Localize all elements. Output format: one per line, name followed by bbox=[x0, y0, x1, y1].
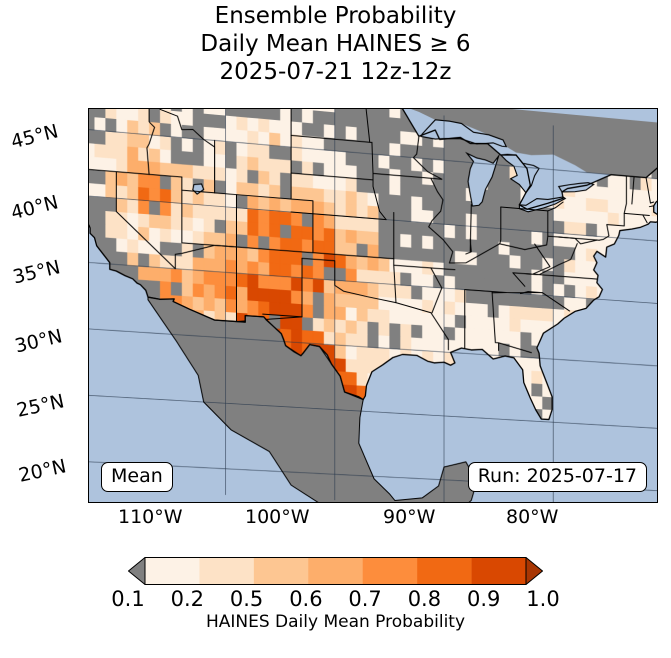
lon-tick-100w: 100°W bbox=[245, 506, 310, 528]
map-note-mean: Mean bbox=[101, 462, 173, 492]
colorbar-tick-5: 0.8 bbox=[407, 587, 442, 611]
colorbar-tick-1: 0.2 bbox=[170, 587, 204, 611]
title-line-3: 2025-07-21 12z-12z bbox=[219, 59, 452, 85]
probability-heatmap-canvas bbox=[89, 109, 657, 502]
map-plot-area: Mean Run: 2025-07-17 bbox=[88, 108, 658, 503]
colorbar: 0.1 0.2 0.5 0.6 0.7 0.8 0.9 1.0 bbox=[111, 557, 560, 611]
lat-tick-40n: 40°N bbox=[8, 191, 61, 225]
colorbar-tick-6: 0.9 bbox=[466, 587, 501, 611]
colorbar-axis-label: HAINES Daily Mean Probability bbox=[205, 612, 466, 632]
lat-tick-35n: 35°N bbox=[10, 256, 63, 289]
lat-tick-30n: 30°N bbox=[12, 325, 65, 358]
lat-tick-20n: 20°N bbox=[16, 455, 69, 487]
map-note-run: Run: 2025-07-17 bbox=[467, 462, 647, 492]
lat-tick-25n: 25°N bbox=[14, 390, 67, 422]
lon-tick-80w: 80°W bbox=[506, 506, 559, 528]
title-line-1: Ensemble Probability bbox=[214, 3, 457, 29]
lon-tick-110w: 110°W bbox=[118, 506, 183, 528]
lat-tick-45n: 45°N bbox=[8, 120, 61, 154]
colorbar-tick-0: 0.1 bbox=[111, 587, 145, 611]
page-title: Ensemble Probability Daily Mean HAINES ≥… bbox=[0, 2, 671, 86]
lon-tick-90w: 90°W bbox=[383, 506, 436, 528]
colorbar-tick-7: 1.0 bbox=[526, 587, 560, 611]
title-line-2: Daily Mean HAINES ≥ 6 bbox=[200, 31, 471, 57]
colorbar-canvas bbox=[128, 557, 543, 585]
colorbar-tick-4: 0.7 bbox=[348, 587, 382, 611]
colorbar-tick-3: 0.6 bbox=[289, 587, 323, 611]
colorbar-tick-2: 0.5 bbox=[229, 587, 264, 611]
